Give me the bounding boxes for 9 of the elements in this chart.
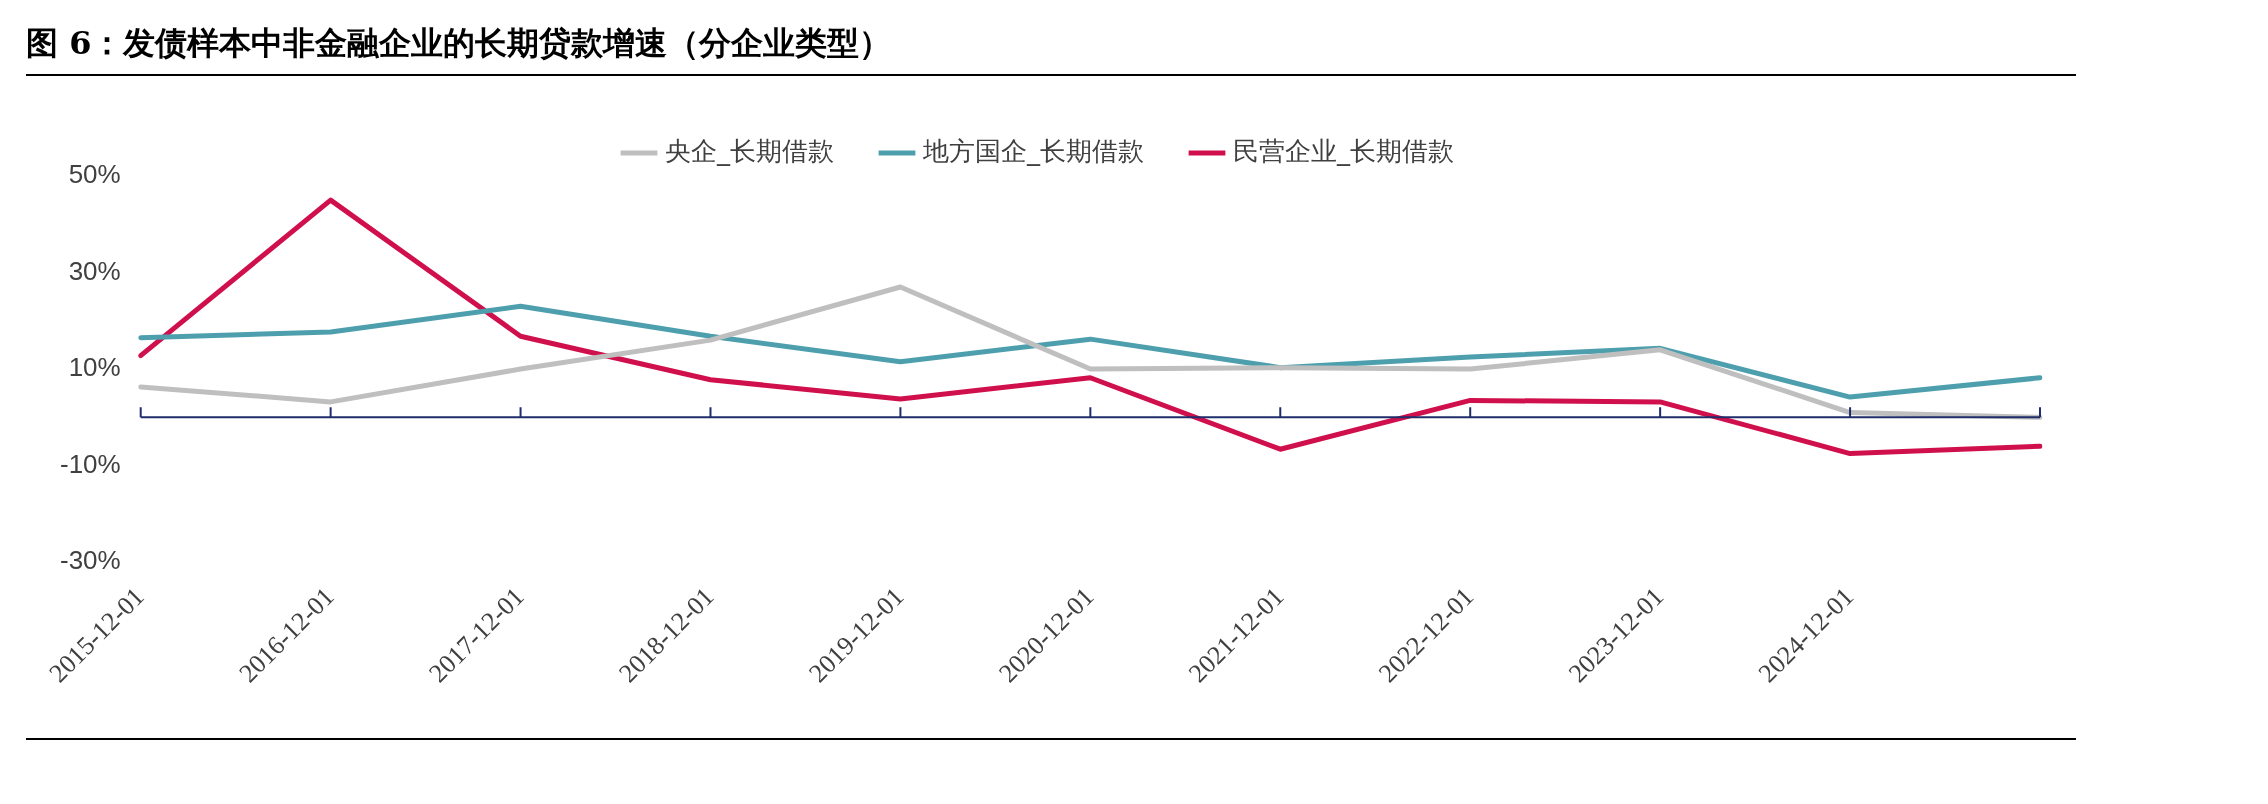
legend-label: 地方国企_长期借款 — [922, 135, 1144, 166]
chart-title: 图 6：发债样本中非金融企业的长期贷款增速（分企业类型） — [26, 22, 2076, 76]
y-tick-label: -30% — [59, 545, 121, 576]
y-tick-label: 50% — [68, 159, 121, 190]
y-tick-label: 30% — [68, 255, 121, 286]
legend-label: 民营企业_长期借款 — [1233, 135, 1454, 166]
y-tick-label: -10% — [59, 448, 121, 479]
y-tick-label: 10% — [68, 352, 121, 383]
legend-label: 央企_长期借款 — [665, 135, 834, 166]
